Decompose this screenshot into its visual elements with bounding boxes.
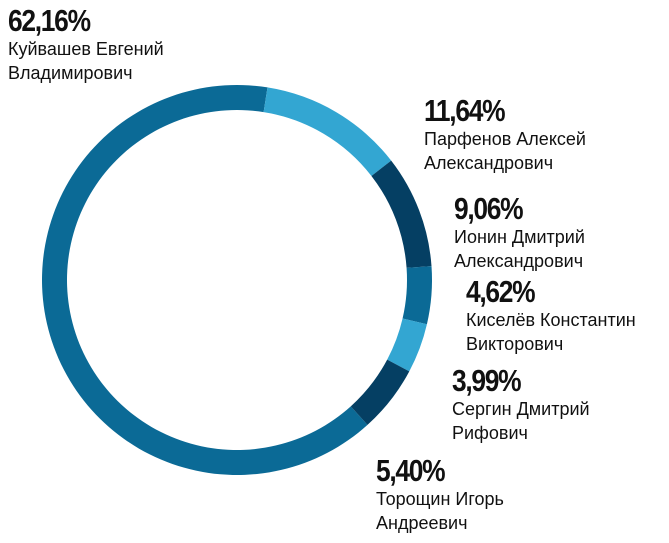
donut-segment [402,266,432,325]
category-label: Киселёв Константин Викторович [466,310,636,354]
category-label: Торощин Игорь Андреевич [376,489,504,533]
category-label: Куйвашев Евгений Владимирович [8,39,164,83]
donut-segment [387,318,427,372]
category-label: Сергин Дмитрий Рифович [452,399,590,443]
segment-label: 9,06% Ионин Дмитрий Александрович [454,193,634,273]
segment-label: 11,64% Парфенов Алексей Александрович [424,95,604,175]
value-label: 4,62% [466,274,536,309]
value-label: 11,64% [424,93,506,128]
segment-label: 62,16% Куйвашев Евгений Владимирович [8,5,188,85]
donut-segment [350,359,410,425]
value-label: 5,40% [376,453,446,488]
value-label: 9,06% [454,191,524,226]
category-label: Парфенов Алексей Александрович [424,129,586,173]
segment-label: 3,99% Сергин Дмитрий Рифович [452,365,632,445]
value-label: 62,16% [8,3,91,38]
donut-segment [42,84,368,476]
segment-label: 4,62% Киселёв Константин Викторович [466,276,656,356]
donut-segment [371,160,432,268]
donut-segment [263,87,392,176]
category-label: Ионин Дмитрий Александрович [454,227,585,271]
value-label: 3,99% [452,363,522,398]
segment-label: 5,40% Торощин Игорь Андреевич [376,455,536,535]
